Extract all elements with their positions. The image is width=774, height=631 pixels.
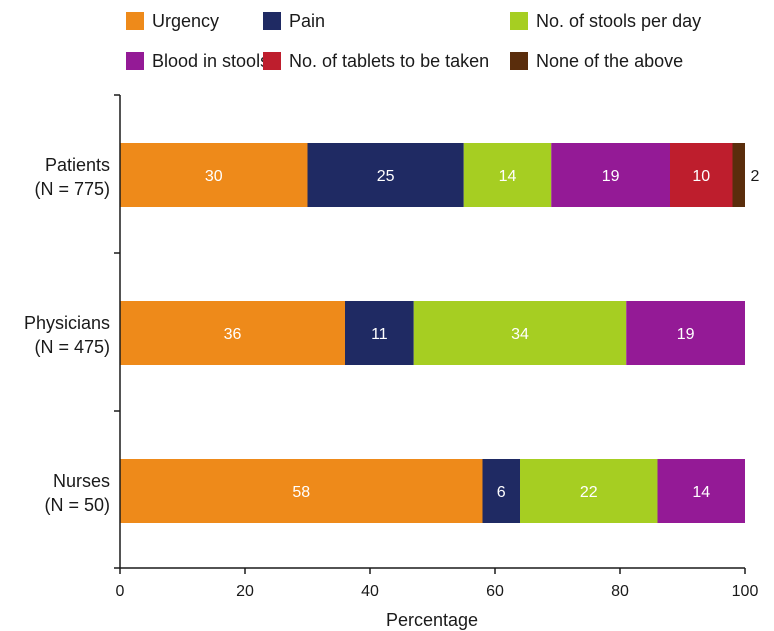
category-sublabel-physicians: (N = 475) [34,337,110,357]
data-label: 36 [224,326,242,343]
legend-swatch [510,52,528,70]
bar-nurses-blood-in-stools [657,459,745,523]
x-tick-label: 20 [236,583,254,600]
category-label-nurses: Nurses [53,471,110,491]
legend-item-pain: Pain [263,11,325,31]
legend-item-urgency: Urgency [126,11,219,31]
data-label: 10 [692,168,710,185]
bar-physicians-no-of-stools-per-day [413,301,627,365]
bar-physicians-blood-in-stools [626,301,745,365]
legend-swatch [126,52,144,70]
legend: Urgency Pain No. of stools per day Blood in… [126,11,701,71]
bar-nurses-no-of-stools-per-day [520,459,658,523]
legend-item-no-of-stools-per-day: No. of stools per day [510,11,701,31]
legend-item-none-of-the-above: None of the above [510,51,683,71]
bars: 30 25 14 19 10 2 36 11 34 19 58 6 22 14 [120,143,760,523]
data-label: 25 [377,168,395,185]
x-axis-title: Percentage [386,610,478,630]
legend-item-no-of-tablets-to-be-taken: No. of tablets to be taken [263,51,489,71]
data-label: 14 [692,484,710,501]
x-tick-label: 40 [361,583,379,600]
data-label: 6 [497,484,506,501]
category-sublabel-nurses: (N = 50) [44,495,110,515]
x-tick-label: 80 [611,583,629,600]
category-label-patients: Patients [45,155,110,175]
bar-patients-no-of-stools-per-day [463,143,552,207]
legend-label: None of the above [536,51,683,71]
legend-label: No. of stools per day [536,11,701,31]
category-sublabel-patients: (N = 775) [34,179,110,199]
bar-patients-no-of-tablets-to-be-taken [670,143,733,207]
data-label: 30 [205,168,223,185]
data-label: 19 [602,168,620,185]
bar-patients-pain [307,143,464,207]
bar-patients-urgency [120,143,308,207]
category-label-physicians: Physicians [24,313,110,333]
data-label: 22 [580,484,598,501]
bar-nurses-urgency [120,459,483,523]
data-label: 19 [677,326,695,343]
legend-swatch [263,52,281,70]
legend-swatch [263,12,281,30]
legend-swatch [126,12,144,30]
data-label: 2 [751,168,760,185]
legend-item-blood-in-stools: Blood in stools [126,51,269,71]
data-label: 14 [499,168,517,185]
bar-patients-blood-in-stools [551,143,670,207]
axes: Patients (N = 775) Physicians (N = 475) Nurs… [24,94,759,600]
data-label: 11 [371,326,388,343]
bar-physicians-urgency [120,301,345,365]
data-label: 34 [511,326,529,343]
legend-label: Pain [289,11,325,31]
legend-swatch [510,12,528,30]
x-tick-label: 60 [486,583,504,600]
bar-physicians-pain [345,301,414,365]
data-label: 58 [292,484,310,501]
x-tick-label: 0 [116,583,125,600]
bar-nurses-pain [482,459,520,523]
bar-patients-none-of-the-above [732,143,745,207]
legend-label: No. of tablets to be taken [289,51,489,71]
legend-label: Blood in stools [152,51,269,71]
legend-label: Urgency [152,11,219,31]
x-tick-label: 100 [732,583,759,600]
